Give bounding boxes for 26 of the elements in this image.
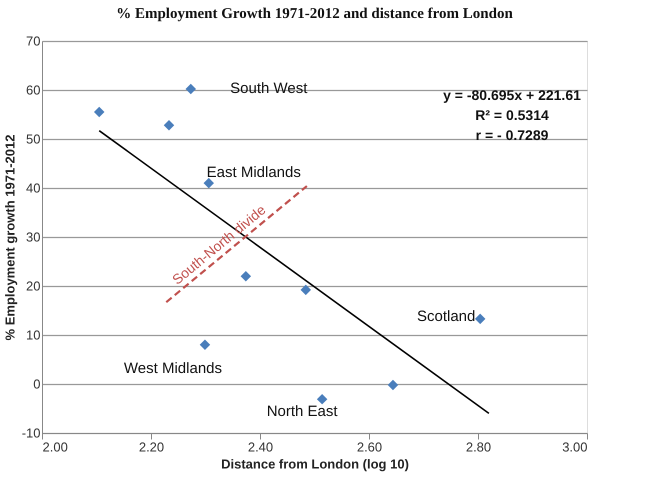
y-axis-title: % Employment growth 1971-2012: [2, 134, 18, 340]
y-tick-label: 50: [26, 132, 40, 146]
annotation: Scotland: [416, 308, 476, 325]
x-tick-label: 2.00: [42, 440, 68, 454]
x-tick-label: 2.20: [138, 440, 164, 454]
y-tick-label: 40: [26, 180, 40, 196]
annotation: South West: [230, 80, 308, 98]
x-tick-label: 2.80: [466, 440, 492, 454]
annotation: y = -80.695x + 221.61: [443, 87, 582, 103]
x-tick-label: 3.00: [562, 440, 588, 454]
annotation: r = - 0.7289: [476, 127, 549, 143]
x-tick-label: 2.60: [356, 440, 382, 454]
annotation: R² = 0.5314: [475, 107, 549, 123]
x-tick-label: 2.40: [248, 440, 274, 454]
annotation: North East: [266, 403, 338, 420]
y-tick-label: 30: [26, 230, 40, 244]
annotation: West Midlands: [124, 360, 222, 377]
y-tick-label: 60: [26, 82, 40, 98]
x-axis-title: Distance from London (log 10): [221, 456, 409, 472]
y-tick-label: 70: [26, 34, 40, 48]
annotation: East Midlands: [206, 164, 301, 182]
y-tick-label: 10: [26, 328, 40, 342]
chart-title: % Employment Growth 1971-2012 and distance from London: [116, 6, 514, 22]
y-tick-label: 20: [26, 278, 40, 294]
y-tick-label: 0: [33, 376, 40, 392]
y-tick-label: -10: [22, 426, 40, 440]
